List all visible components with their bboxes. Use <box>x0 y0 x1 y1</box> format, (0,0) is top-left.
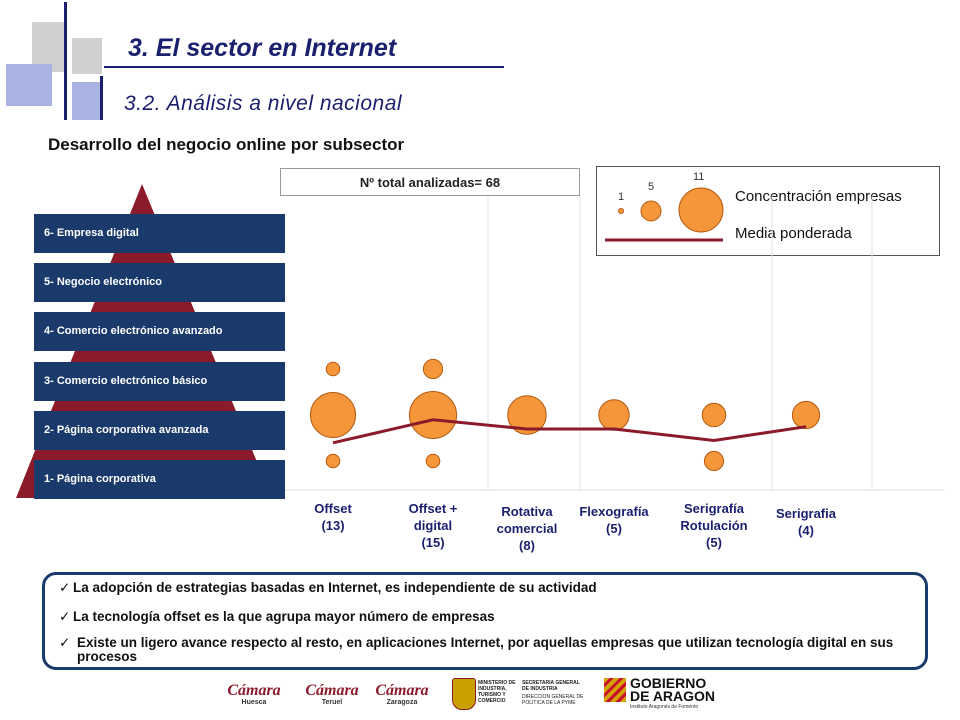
chart-legend: 1 5 11 Concentración empresas Media pond… <box>596 166 940 256</box>
level-bar-6: 6- Empresa digital <box>34 214 285 253</box>
bubble-point <box>425 453 441 469</box>
bubble-point <box>598 399 630 431</box>
conclusions-box: ✓ La adopción de estrategias basadas en I… <box>42 572 928 670</box>
level-bar-5: 5- Negocio electrónico <box>34 263 285 302</box>
category-label-line: digital <box>413 518 453 533</box>
category-label-line: Rotativa <box>501 504 553 519</box>
legend-bubble-label: Concentración empresas <box>735 188 902 205</box>
category-label-line: Rotulación <box>680 518 748 533</box>
bubble-point <box>791 400 821 430</box>
bubble-point <box>325 453 341 469</box>
note-2-text: La tecnología offset es la que agrupa ma… <box>73 609 495 624</box>
decor-vline-2 <box>100 76 103 120</box>
bubble-point <box>408 390 458 440</box>
category-label: Offset (13) <box>283 500 383 534</box>
note-3-text: Existe un ligero avance respecto al rest… <box>77 635 894 664</box>
logo-gobierno-aragon: GOBIERNO DE ARAGON Instituto Aragonés de… <box>604 676 724 712</box>
level-bar-1: 1- Página corporativa <box>34 460 285 499</box>
note-3: ✓ Existe un ligero avance respecto al res… <box>59 636 909 664</box>
category-label-line: Offset <box>314 501 352 516</box>
aragon-flag-icon <box>604 678 626 702</box>
legend-size-11: 11 <box>693 171 705 183</box>
legend-size-1: 1 <box>618 191 625 203</box>
level-bar-3: 3- Comercio electrónico básico <box>34 362 285 401</box>
category-label-line: Serigrafia <box>776 506 836 521</box>
legend-bubble-large <box>678 187 724 233</box>
category-label-line: (13) <box>321 518 345 533</box>
bubble-point <box>422 358 444 380</box>
category-label: Rotativa comercial (8) <box>477 503 577 554</box>
bubble-point <box>701 402 727 428</box>
check-icon: ✓ <box>59 580 71 595</box>
note-2: ✓ La tecnología offset es la que agrupa m… <box>59 610 495 624</box>
total-analyzed-box: Nº total analizadas= 68 <box>280 168 580 196</box>
logo-camara-teruel: Cámara Teruel <box>305 681 359 706</box>
category-label-line: Serigrafía <box>684 501 744 516</box>
category-label-line: (15) <box>421 535 445 550</box>
bubble-point <box>325 361 341 377</box>
category-label: Flexografía (5) <box>564 503 664 537</box>
level-bar-2: 2- Página corporativa avanzada <box>34 411 285 450</box>
category-label-line: Offset + <box>408 501 458 516</box>
category-label-line: Flexografía <box>579 504 649 519</box>
spain-shield-icon <box>452 678 476 710</box>
note-1: ✓ La adopción de estrategias basadas en I… <box>59 581 597 595</box>
category-label: Offset + digital (15) <box>383 500 483 551</box>
decor-block-grey-2 <box>72 38 102 74</box>
page-title: 3. El sector en Internet <box>128 34 397 62</box>
check-icon: ✓ <box>59 635 71 650</box>
logo-camara-zaragoza: Cámara Zaragoza <box>375 681 429 706</box>
category-label: Serigrafía Rotulación (5) <box>664 500 764 551</box>
logo-camara-huesca: Cámara Huesca <box>227 681 281 706</box>
decor-block-lavender-2 <box>72 82 102 120</box>
check-icon: ✓ <box>59 609 71 624</box>
bubble-point <box>309 391 357 439</box>
legend-line-label: Media ponderada <box>735 225 852 242</box>
legend-bubbles <box>605 187 724 242</box>
decor-hline <box>104 66 504 68</box>
bubble-point <box>703 450 725 472</box>
decor-block-lavender <box>6 64 52 106</box>
logo-ministerio: MINISTERIO DE INDUSTRIA, TURISMO Y COMER… <box>452 678 586 710</box>
legend-bubble-small <box>618 208 624 214</box>
section-heading: Desarrollo del negocio online por subsec… <box>48 135 405 154</box>
page-subtitle: 3.2. Análisis a nivel nacional <box>124 92 403 115</box>
bubble-point <box>507 395 547 435</box>
decor-vline <box>64 2 67 120</box>
category-label-line: (8) <box>519 538 535 553</box>
category-label-line: (4) <box>798 523 814 538</box>
note-1-text: La adopción de estrategias basadas en In… <box>73 580 597 595</box>
category-label-line: (5) <box>606 521 622 536</box>
category-label-line: comercial <box>496 521 558 536</box>
legend-bubble-medium <box>640 200 662 222</box>
category-label-line: (5) <box>706 535 722 550</box>
legend-size-5: 5 <box>648 181 655 193</box>
level-bar-4: 4- Comercio electrónico avanzado <box>34 312 285 351</box>
decor-block-grey <box>32 22 66 72</box>
weighted-mean-line <box>332 418 807 445</box>
category-label: Serigrafia (4) <box>756 505 856 539</box>
